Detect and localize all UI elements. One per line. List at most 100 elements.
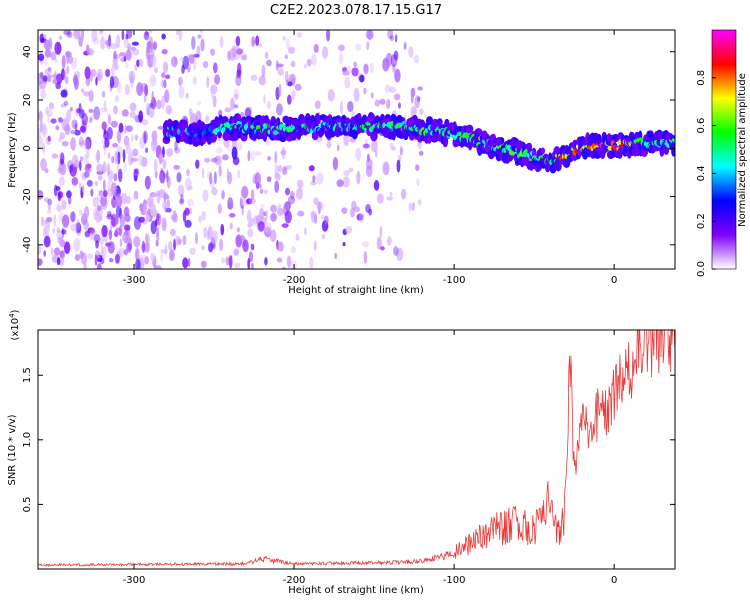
- noise-blob: [94, 254, 98, 266]
- noise-blob: [61, 140, 69, 147]
- noise-blob: [142, 199, 148, 209]
- noise-blob: [129, 102, 137, 112]
- noise-blob: [240, 54, 248, 61]
- noise-blob: [114, 227, 122, 236]
- noise-blob: [392, 63, 396, 73]
- noise-blob: [339, 100, 344, 115]
- noise-blob: [152, 138, 158, 149]
- noise-blob: [355, 147, 362, 161]
- noise-blob: [100, 36, 106, 50]
- noise-blob: [104, 137, 110, 148]
- noise-blob: [102, 189, 108, 198]
- noise-blob: [196, 101, 202, 106]
- noise-blob: [93, 234, 101, 244]
- noise-blob: [336, 144, 340, 152]
- noise-blob: [43, 39, 51, 51]
- noise-blob: [392, 246, 399, 256]
- noise-blob: [155, 239, 159, 247]
- noise-blob: [115, 65, 119, 70]
- noise-blob: [202, 189, 209, 202]
- noise-blob: [114, 151, 119, 165]
- noise-blob: [286, 255, 292, 268]
- noise-blob: [265, 209, 268, 222]
- noise-blob: [304, 227, 307, 236]
- noise-blob: [81, 172, 87, 181]
- noise-blob: [100, 107, 108, 113]
- noise-blob: [117, 168, 123, 183]
- snr-y-axis-label: SNR (10 * v/v): [7, 414, 18, 485]
- noise-blob: [250, 243, 255, 251]
- track-halo: [351, 130, 358, 140]
- noise-blob: [162, 61, 169, 74]
- noise-blob: [99, 30, 104, 35]
- noise-blob: [269, 229, 277, 243]
- noise-blob: [345, 225, 353, 234]
- noise-blob: [309, 256, 314, 269]
- noise-blob: [127, 231, 132, 244]
- noise-blob: [102, 246, 107, 260]
- noise-blob: [127, 43, 131, 51]
- noise-blob: [394, 34, 398, 43]
- noise-blob: [389, 86, 396, 94]
- track-halo: [526, 142, 533, 152]
- noise-blob: [255, 35, 260, 47]
- y-tick-label: -20: [22, 188, 33, 204]
- noise-blob: [71, 119, 78, 129]
- noise-blob: [46, 110, 50, 124]
- noise-blob: [75, 222, 82, 233]
- noise-blob: [242, 239, 249, 253]
- x-tick-label: -300: [123, 275, 146, 286]
- noise-blob: [56, 73, 63, 85]
- noise-blob: [58, 35, 63, 40]
- y-tick-label: 1.0: [22, 432, 33, 448]
- colorbar-tick-label: 0.8: [696, 70, 707, 86]
- noise-blob: [341, 207, 348, 214]
- noise-blob: [228, 212, 236, 218]
- noise-blob: [113, 105, 118, 115]
- noise-blob: [94, 180, 99, 187]
- noise-blob: [83, 261, 87, 269]
- noise-blob: [89, 116, 93, 124]
- noise-blob: [147, 234, 150, 246]
- noise-blob: [140, 206, 147, 212]
- noise-blob: [150, 138, 158, 152]
- noise-blob: [57, 137, 63, 142]
- noise-blob: [129, 110, 136, 119]
- noise-blob: [145, 45, 150, 60]
- noise-blob: [212, 95, 217, 108]
- noise-blob: [38, 189, 44, 200]
- noise-blob: [182, 257, 189, 269]
- noise-blob: [414, 95, 420, 109]
- noise-blob: [214, 155, 222, 166]
- noise-blob: [386, 236, 392, 246]
- noise-blob: [50, 118, 57, 124]
- noise-blob: [149, 252, 156, 262]
- colorbar-tick-label: 0.0: [696, 261, 707, 277]
- noise-blob: [178, 30, 183, 42]
- noise-blob: [79, 125, 86, 133]
- noise-blob: [310, 211, 316, 223]
- noise-blob: [107, 170, 114, 181]
- noise-blob: [145, 147, 149, 153]
- noise-blob: [142, 130, 149, 144]
- noise-blob: [38, 110, 43, 122]
- noise-blob: [229, 47, 237, 62]
- noise-blob: [178, 198, 185, 205]
- noise-blob: [74, 70, 81, 79]
- noise-blob: [143, 30, 150, 41]
- noise-blob: [177, 238, 182, 245]
- noise-blob: [386, 196, 393, 201]
- noise-blob: [366, 41, 370, 51]
- noise-blob: [87, 253, 94, 259]
- noise-blob: [359, 74, 365, 83]
- noise-blob: [54, 58, 58, 64]
- noise-blob: [59, 132, 66, 140]
- noise-blob: [247, 228, 254, 238]
- colorbar-tick-label: 0.4: [696, 165, 707, 181]
- noise-blob: [117, 151, 121, 165]
- noise-blob: [236, 141, 243, 151]
- noise-blob: [59, 250, 65, 258]
- noise-blob: [41, 123, 48, 138]
- noise-blob: [308, 165, 315, 172]
